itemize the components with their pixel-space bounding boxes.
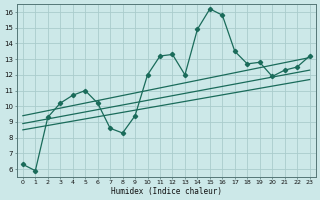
X-axis label: Humidex (Indice chaleur): Humidex (Indice chaleur): [111, 187, 222, 196]
